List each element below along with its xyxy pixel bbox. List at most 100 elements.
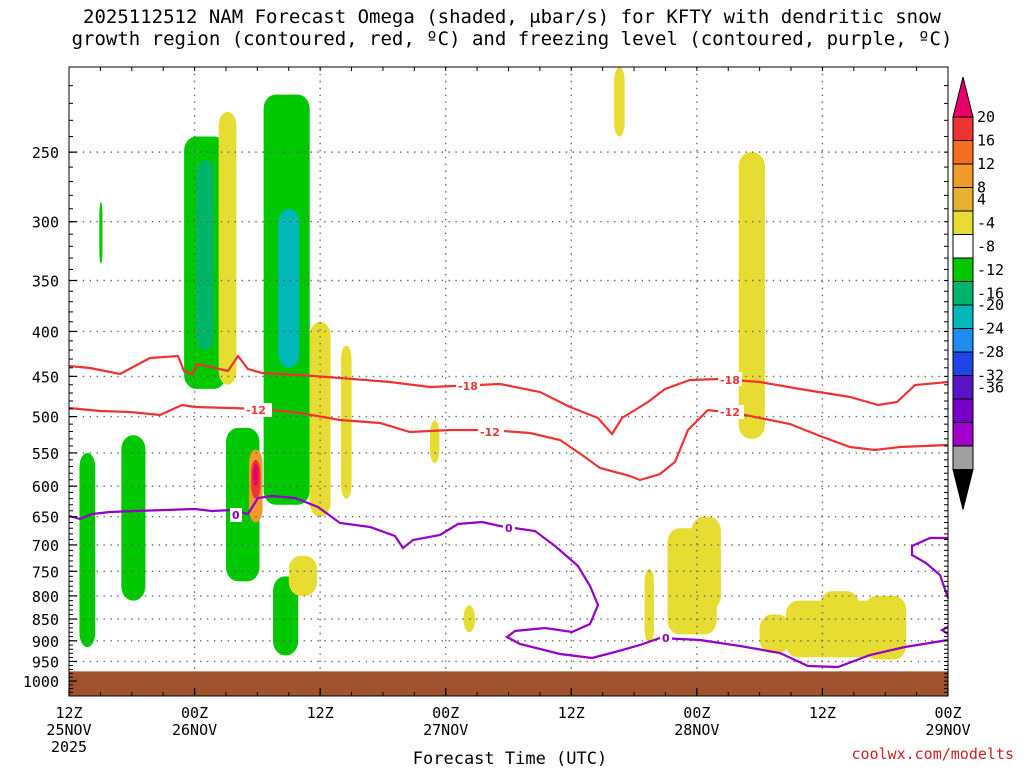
x-tick-label: 00Z bbox=[432, 704, 459, 722]
colorbar-bottom-arrow bbox=[952, 469, 974, 510]
colorbar-swatch bbox=[952, 116, 974, 141]
contour-label: -12 bbox=[720, 406, 740, 419]
y-tick-label: 1000 bbox=[23, 673, 59, 691]
y-tick-label: 950 bbox=[32, 653, 59, 671]
omega-shading-layer bbox=[69, 67, 948, 696]
contour-label: 0 bbox=[662, 632, 670, 645]
colorbar-label: -20 bbox=[977, 296, 1004, 314]
colorbar-swatch bbox=[952, 257, 974, 282]
omega-shaded-region bbox=[614, 67, 625, 137]
omega-shaded-region bbox=[288, 555, 318, 596]
x-tick-label: 00Z bbox=[934, 704, 961, 722]
y-tick-label: 550 bbox=[32, 445, 59, 463]
omega-shaded-region bbox=[278, 208, 300, 368]
omega-shaded-region bbox=[759, 614, 790, 654]
omega-shaded-region bbox=[738, 152, 765, 439]
colorbar-label: -12 bbox=[977, 261, 1004, 279]
x-tick-label: 00Z bbox=[181, 704, 208, 722]
freezing-level-contour-east bbox=[910, 536, 950, 599]
colorbar-swatch bbox=[952, 187, 974, 212]
colorbar-swatch bbox=[952, 328, 974, 353]
colorbar-swatch bbox=[952, 234, 974, 259]
y-tick-label: 700 bbox=[32, 537, 59, 555]
credit-text: coolwx.com/modelts bbox=[851, 745, 1014, 763]
omega-shaded-region bbox=[644, 568, 654, 643]
x-tick-label: 12Z bbox=[55, 704, 82, 722]
y-tick-label: 650 bbox=[32, 509, 59, 527]
contour-label: -12 bbox=[246, 404, 266, 417]
contour-label: 0 bbox=[232, 509, 240, 522]
y-tick-label: 850 bbox=[32, 611, 59, 629]
colorbar-label: 8 bbox=[977, 179, 986, 197]
colorbar-swatch bbox=[952, 422, 974, 447]
contour-labels: -18 -18 -12 -12 -12 0 0 0 bbox=[230, 372, 744, 645]
y-tick-label: 500 bbox=[32, 409, 59, 427]
colorbar-label: -36 bbox=[977, 378, 1004, 396]
y-tick-label: 400 bbox=[32, 323, 59, 341]
y-tick-label: 450 bbox=[32, 368, 59, 386]
omega-shaded-region bbox=[196, 159, 214, 351]
colorbar-label: -16 bbox=[977, 284, 1004, 302]
colorbar-swatch bbox=[952, 140, 974, 165]
y-tick-label: 800 bbox=[32, 588, 59, 606]
omega-shaded-region bbox=[691, 516, 721, 610]
x-tick-label: 00Z bbox=[683, 704, 710, 722]
colorbar-top-arrow bbox=[952, 76, 974, 118]
colorbar-swatch bbox=[952, 163, 974, 188]
omega-shaded-region bbox=[864, 595, 907, 660]
x-tick-label: 29NOV bbox=[925, 721, 970, 739]
title-line-2: growth region (contoured, red, ºC) and f… bbox=[71, 28, 953, 50]
colorbar-label: -32 bbox=[977, 367, 1004, 385]
chart-title: 2025112512 NAM Forecast Omega (shaded, μ… bbox=[0, 6, 1024, 50]
colorbar-label: 20 bbox=[977, 108, 995, 126]
colorbar-label: 4 bbox=[977, 190, 986, 208]
colorbar: 20 16 12 84 -4 -8 -12 -16-20 -24 -28 -32-36 bbox=[952, 76, 1004, 510]
x-tick-label: 12Z bbox=[307, 704, 334, 722]
omega-shaded-region bbox=[341, 345, 352, 499]
grid-layer bbox=[69, 67, 948, 696]
x-axis-label: Forecast Time (UTC) bbox=[413, 749, 607, 768]
x-tick-label: 28NOV bbox=[674, 721, 719, 739]
title-line-1: 2025112512 NAM Forecast Omega (shaded, μ… bbox=[83, 6, 941, 28]
x-tick-label: 27NOV bbox=[423, 721, 468, 739]
surface-terrain-band bbox=[69, 671, 948, 696]
x-tick-label: 2025 bbox=[51, 738, 87, 756]
colorbar-swatch bbox=[952, 398, 974, 423]
y-tick-label: 900 bbox=[32, 633, 59, 651]
colorbar-swatch bbox=[952, 351, 974, 376]
y-tick-label: 250 bbox=[32, 144, 59, 162]
y-tick-label: 350 bbox=[32, 273, 59, 291]
colorbar-label: -24 bbox=[977, 320, 1004, 338]
omega-shaded-region bbox=[218, 111, 237, 385]
colorbar-label: -8 bbox=[977, 237, 995, 255]
axes-layer: 250 300 350 400 450 500 550 600 650 700 750 800 850 9… bbox=[23, 66, 971, 756]
omega-shaded-region bbox=[79, 452, 96, 648]
freezing-level-contour bbox=[68, 494, 949, 669]
x-tick-label: 25NOV bbox=[46, 721, 91, 739]
colorbar-swatch bbox=[952, 375, 974, 400]
snow-growth-contour-minus12 bbox=[68, 403, 949, 482]
colorbar-swatch bbox=[952, 304, 974, 329]
contour-label: -12 bbox=[480, 426, 500, 439]
colorbar-swatch bbox=[952, 281, 974, 306]
colorbar-label: 12 bbox=[977, 155, 995, 173]
omega-shaded-region bbox=[820, 591, 860, 641]
y-tick-label: 750 bbox=[32, 563, 59, 581]
colorbar-swatch bbox=[952, 210, 974, 235]
omega-shaded-region bbox=[430, 420, 440, 464]
contour-label: 0 bbox=[505, 522, 513, 535]
colorbar-swatch bbox=[952, 445, 974, 470]
omega-shaded-region bbox=[273, 576, 299, 656]
colorbar-label: 16 bbox=[977, 132, 995, 150]
colorbar-label: -28 bbox=[977, 343, 1004, 361]
y-tick-label: 300 bbox=[32, 214, 59, 232]
contour-label: -18 bbox=[720, 374, 740, 387]
omega-shaded-region bbox=[121, 435, 146, 601]
x-tick-label: 12Z bbox=[558, 704, 585, 722]
omega-shaded-region bbox=[253, 463, 259, 487]
y-tick-label: 600 bbox=[32, 478, 59, 496]
contour-label: -18 bbox=[458, 380, 478, 393]
x-tick-label: 12Z bbox=[809, 704, 836, 722]
x-tick-label: 26NOV bbox=[172, 721, 217, 739]
